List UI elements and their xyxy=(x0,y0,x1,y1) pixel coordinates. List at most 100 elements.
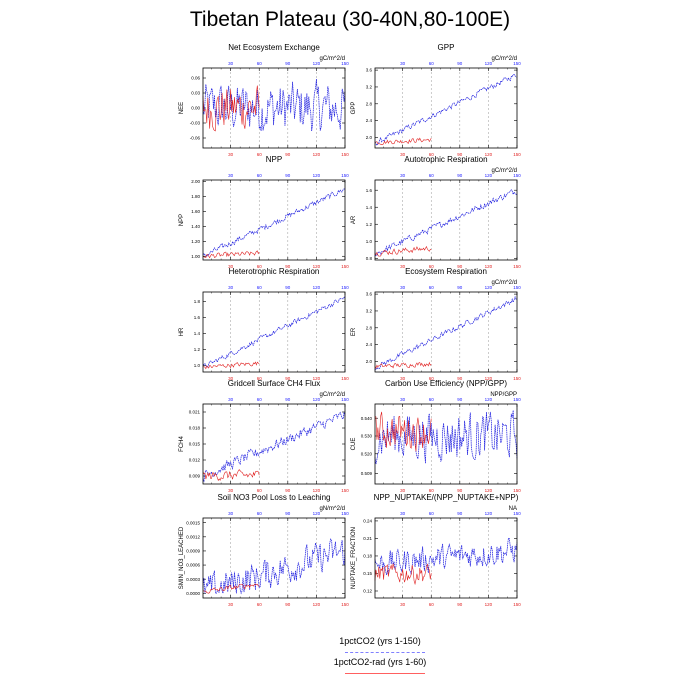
series-1pctco2-rad-line xyxy=(374,411,432,452)
panel-title: NPP xyxy=(266,155,282,164)
x-top-tick-label: 90 xyxy=(457,397,463,402)
x-top-tick-label: 60 xyxy=(429,173,435,178)
x-top-tick-label: 120 xyxy=(313,61,321,66)
x-top-tick-label: 30 xyxy=(400,397,406,402)
y-tick-label: 0.03 xyxy=(191,91,200,96)
x-top-tick-label: 90 xyxy=(285,285,291,290)
y-tick-label: 0.0009 xyxy=(186,549,200,554)
units-label: NPP/GPP xyxy=(490,392,517,398)
x-bottom-tick-label: 120 xyxy=(313,264,321,269)
x-top-tick-label: 90 xyxy=(285,61,291,66)
y-tick-label: 1.6 xyxy=(194,315,201,320)
x-top-tick-label: 60 xyxy=(257,61,263,66)
legend-label-1pctco2-rad: 1pctCO2-rad (yrs 1-60) xyxy=(333,657,427,667)
x-bottom-tick-label: 30 xyxy=(228,376,234,381)
x-top-tick-label: 30 xyxy=(228,397,234,402)
y-tick-label: 1.40 xyxy=(191,224,200,229)
legend-line-1pctco2-rad xyxy=(345,673,425,674)
x-top-tick-label: 120 xyxy=(313,285,321,290)
series-1pctco2-line xyxy=(202,78,346,132)
series-1pctco2-rad-line xyxy=(374,137,432,145)
series-1pctco2-line xyxy=(374,295,518,371)
x-top-tick-label: 150 xyxy=(341,61,349,66)
series-1pctco2-rad-line xyxy=(202,469,260,482)
y-tick-label: 1.4 xyxy=(366,205,373,210)
panel-title: Autotrophic Respiration xyxy=(404,155,487,164)
x-top-tick-label: 150 xyxy=(513,61,521,66)
x-bottom-tick-label: 120 xyxy=(313,152,321,157)
y-tick-label: 1.00 xyxy=(191,254,200,259)
panel-title: Ecosystem Respiration xyxy=(405,267,487,276)
x-top-tick-label: 60 xyxy=(257,173,263,178)
x-top-tick-label: 60 xyxy=(429,61,435,66)
y-tick-label: 3.6 xyxy=(366,292,373,297)
x-bottom-tick-label: 120 xyxy=(313,602,321,607)
series-1pctco2-rad-line xyxy=(202,361,260,370)
x-bottom-tick-label: 120 xyxy=(313,376,321,381)
y-axis-label: CUE xyxy=(351,438,357,451)
x-bottom-tick-label: 30 xyxy=(400,376,406,381)
legend-line-1pctco2 xyxy=(345,652,425,653)
series-1pctco2-rad-line xyxy=(202,583,260,594)
x-top-tick-label: 60 xyxy=(257,511,263,516)
x-bottom-tick-label: 120 xyxy=(485,264,493,269)
y-axis-label: ER xyxy=(351,327,357,336)
x-bottom-tick-label: 30 xyxy=(228,264,234,269)
y-tick-label: 1.0 xyxy=(194,363,201,368)
x-top-tick-label: 30 xyxy=(228,511,234,516)
y-tick-label: 1.8 xyxy=(194,299,201,304)
x-bottom-tick-label: 150 xyxy=(513,602,521,607)
x-top-tick-label: 90 xyxy=(457,511,463,516)
y-tick-label: 3.2 xyxy=(366,309,373,314)
x-top-tick-label: 90 xyxy=(285,511,291,516)
y-tick-label: 3.2 xyxy=(366,85,373,90)
y-axis-label: AR xyxy=(351,215,357,224)
x-bottom-tick-label: 150 xyxy=(341,602,349,607)
x-top-tick-label: 30 xyxy=(400,511,406,516)
x-bottom-tick-label: 60 xyxy=(257,602,263,607)
series-1pctco2-line xyxy=(374,189,518,257)
y-tick-label: 0.18 xyxy=(363,554,372,559)
y-tick-label: 0.530 xyxy=(361,434,373,439)
y-tick-label: 0.06 xyxy=(191,76,200,81)
y-tick-label: 0.0000 xyxy=(186,591,200,596)
x-top-tick-label: 120 xyxy=(485,173,493,178)
y-axis-label: NEE xyxy=(179,102,185,114)
y-axis-label: SMIN_NO3_LEACHED xyxy=(179,526,185,589)
x-bottom-tick-label: 150 xyxy=(513,488,521,493)
x-top-tick-label: 30 xyxy=(400,173,406,178)
units-label: gN/m^2/d xyxy=(320,506,346,512)
y-tick-label: 0.009 xyxy=(189,474,201,479)
y-tick-label: 1.6 xyxy=(366,188,373,193)
x-bottom-tick-label: 30 xyxy=(400,488,406,493)
x-top-tick-label: 150 xyxy=(513,173,521,178)
y-axis-label: HR xyxy=(179,327,185,336)
units-label: gC/m^2/d xyxy=(492,168,518,174)
plot-frame xyxy=(202,67,346,149)
plot-frame xyxy=(374,403,518,485)
series-1pctco2-line xyxy=(202,411,346,483)
x-top-tick-label: 120 xyxy=(313,173,321,178)
panel-title: GPP xyxy=(438,43,455,52)
x-top-tick-label: 150 xyxy=(341,285,349,290)
x-bottom-tick-label: 90 xyxy=(457,488,463,493)
x-bottom-tick-label: 30 xyxy=(400,152,406,157)
y-tick-label: 2.0 xyxy=(366,135,373,140)
plot-frame xyxy=(374,517,518,599)
panel-title: Net Ecosystem Exchange xyxy=(228,43,320,52)
series-1pctco2-rad-line xyxy=(374,563,432,586)
plot-frame xyxy=(202,291,346,373)
figure-title: Tibetan Plateau (30-40N,80-100E) xyxy=(189,8,511,31)
x-top-tick-label: 30 xyxy=(400,285,406,290)
x-top-tick-label: 60 xyxy=(257,397,263,402)
x-bottom-tick-label: 30 xyxy=(400,602,406,607)
series-1pctco2-line xyxy=(202,188,346,258)
y-tick-label: 0.0003 xyxy=(186,577,200,582)
x-bottom-tick-label: 120 xyxy=(485,376,493,381)
x-top-tick-label: 150 xyxy=(341,397,349,402)
series-1pctco2-line xyxy=(202,538,346,595)
x-top-tick-label: 90 xyxy=(457,61,463,66)
x-top-tick-label: 60 xyxy=(429,397,435,402)
